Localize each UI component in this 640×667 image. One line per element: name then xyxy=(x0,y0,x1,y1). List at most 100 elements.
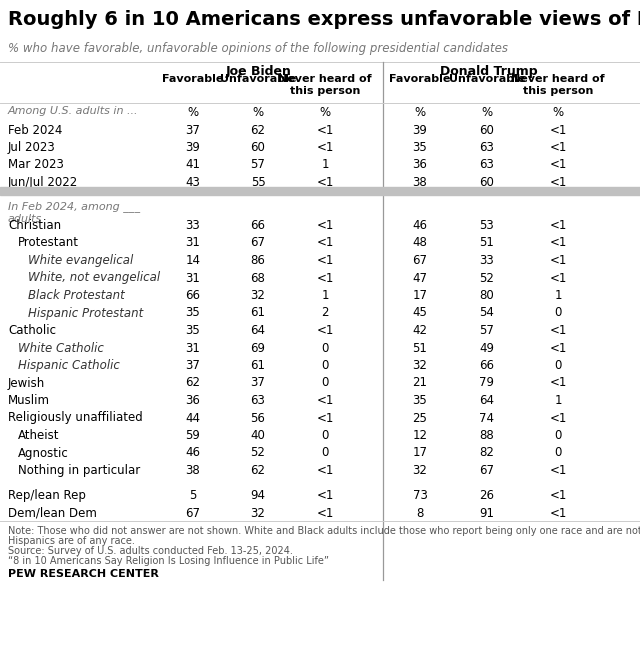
Text: <1: <1 xyxy=(549,342,566,354)
Text: 38: 38 xyxy=(413,176,428,189)
Text: Atheist: Atheist xyxy=(18,429,60,442)
Text: <1: <1 xyxy=(549,507,566,520)
Text: 74: 74 xyxy=(479,412,495,424)
Text: 54: 54 xyxy=(479,307,495,319)
Text: <1: <1 xyxy=(316,123,333,137)
Text: Black Protestant: Black Protestant xyxy=(28,289,125,302)
Text: 62: 62 xyxy=(250,464,266,477)
Text: Donald Trump: Donald Trump xyxy=(440,65,538,78)
Text: Never heard of
this person: Never heard of this person xyxy=(278,74,372,95)
Text: <1: <1 xyxy=(549,219,566,232)
Text: <1: <1 xyxy=(316,324,333,337)
Text: <1: <1 xyxy=(316,219,333,232)
Text: 40: 40 xyxy=(251,429,266,442)
Text: Protestant: Protestant xyxy=(18,237,79,249)
Text: 60: 60 xyxy=(251,141,266,154)
Text: Muslim: Muslim xyxy=(8,394,50,407)
Text: 82: 82 xyxy=(479,446,495,460)
Text: 61: 61 xyxy=(250,307,266,319)
Text: 0: 0 xyxy=(554,307,562,319)
Text: 33: 33 xyxy=(186,219,200,232)
Text: Roughly 6 in 10 Americans express unfavorable views of Biden, Trump: Roughly 6 in 10 Americans express unfavo… xyxy=(8,10,640,29)
Text: <1: <1 xyxy=(549,176,566,189)
Text: 1: 1 xyxy=(321,159,329,171)
Text: <1: <1 xyxy=(316,254,333,267)
Text: 35: 35 xyxy=(413,141,428,154)
Text: Jul 2023: Jul 2023 xyxy=(8,141,56,154)
Text: Hispanics are of any race.: Hispanics are of any race. xyxy=(8,536,135,546)
Text: 66: 66 xyxy=(479,359,495,372)
Text: %: % xyxy=(188,106,198,119)
Text: 61: 61 xyxy=(250,359,266,372)
Text: 5: 5 xyxy=(189,490,196,502)
Text: Among U.S. adults in ...: Among U.S. adults in ... xyxy=(8,106,138,116)
Text: 36: 36 xyxy=(413,159,428,171)
Text: Nothing in particular: Nothing in particular xyxy=(18,464,140,477)
Text: 91: 91 xyxy=(479,507,495,520)
Text: 67: 67 xyxy=(479,464,495,477)
Text: <1: <1 xyxy=(549,490,566,502)
Bar xyxy=(0,187,640,195)
Text: <1: <1 xyxy=(549,271,566,285)
Text: 25: 25 xyxy=(413,412,428,424)
Text: 37: 37 xyxy=(186,123,200,137)
Text: <1: <1 xyxy=(549,324,566,337)
Text: 53: 53 xyxy=(479,219,494,232)
Text: 0: 0 xyxy=(554,429,562,442)
Text: 38: 38 xyxy=(186,464,200,477)
Text: 66: 66 xyxy=(250,219,266,232)
Text: 17: 17 xyxy=(413,289,428,302)
Text: <1: <1 xyxy=(549,159,566,171)
Text: <1: <1 xyxy=(316,394,333,407)
Text: 55: 55 xyxy=(251,176,266,189)
Text: 94: 94 xyxy=(250,490,266,502)
Text: 48: 48 xyxy=(413,237,428,249)
Text: Hispanic Catholic: Hispanic Catholic xyxy=(18,359,120,372)
Text: Jun/Jul 2022: Jun/Jul 2022 xyxy=(8,176,78,189)
Text: 0: 0 xyxy=(554,359,562,372)
Text: In Feb 2024, among ___
adults: In Feb 2024, among ___ adults xyxy=(8,201,140,224)
Text: 69: 69 xyxy=(250,342,266,354)
Text: 35: 35 xyxy=(413,394,428,407)
Text: 73: 73 xyxy=(413,490,428,502)
Text: Favorable: Favorable xyxy=(389,74,451,84)
Text: 1: 1 xyxy=(554,289,562,302)
Text: <1: <1 xyxy=(316,271,333,285)
Text: 47: 47 xyxy=(413,271,428,285)
Text: Never heard of
this person: Never heard of this person xyxy=(511,74,605,95)
Text: 88: 88 xyxy=(479,429,494,442)
Text: <1: <1 xyxy=(316,412,333,424)
Text: 12: 12 xyxy=(413,429,428,442)
Text: 32: 32 xyxy=(251,507,266,520)
Text: White evangelical: White evangelical xyxy=(28,254,133,267)
Text: <1: <1 xyxy=(549,412,566,424)
Text: <1: <1 xyxy=(549,376,566,390)
Text: 44: 44 xyxy=(186,412,200,424)
Text: 37: 37 xyxy=(186,359,200,372)
Text: 64: 64 xyxy=(250,324,266,337)
Text: 0: 0 xyxy=(554,446,562,460)
Text: Catholic: Catholic xyxy=(8,324,56,337)
Text: 32: 32 xyxy=(413,464,428,477)
Text: 37: 37 xyxy=(251,376,266,390)
Text: 49: 49 xyxy=(479,342,495,354)
Text: 8: 8 xyxy=(416,507,424,520)
Text: 60: 60 xyxy=(479,176,495,189)
Text: 52: 52 xyxy=(251,446,266,460)
Text: <1: <1 xyxy=(549,123,566,137)
Text: %: % xyxy=(552,106,564,119)
Text: 14: 14 xyxy=(186,254,200,267)
Text: % who have favorable, unfavorable opinions of the following presidential candida: % who have favorable, unfavorable opinio… xyxy=(8,42,508,55)
Text: <1: <1 xyxy=(316,141,333,154)
Text: Religiously unaffiliated: Religiously unaffiliated xyxy=(8,412,143,424)
Text: 17: 17 xyxy=(413,446,428,460)
Text: 80: 80 xyxy=(479,289,494,302)
Text: 32: 32 xyxy=(413,359,428,372)
Text: Source: Survey of U.S. adults conducted Feb. 13-25, 2024.: Source: Survey of U.S. adults conducted … xyxy=(8,546,293,556)
Text: 35: 35 xyxy=(186,324,200,337)
Text: 0: 0 xyxy=(321,446,329,460)
Text: <1: <1 xyxy=(549,254,566,267)
Text: Note: Those who did not answer are not shown. White and Black adults include tho: Note: Those who did not answer are not s… xyxy=(8,526,640,536)
Text: 21: 21 xyxy=(413,376,428,390)
Text: 51: 51 xyxy=(479,237,495,249)
